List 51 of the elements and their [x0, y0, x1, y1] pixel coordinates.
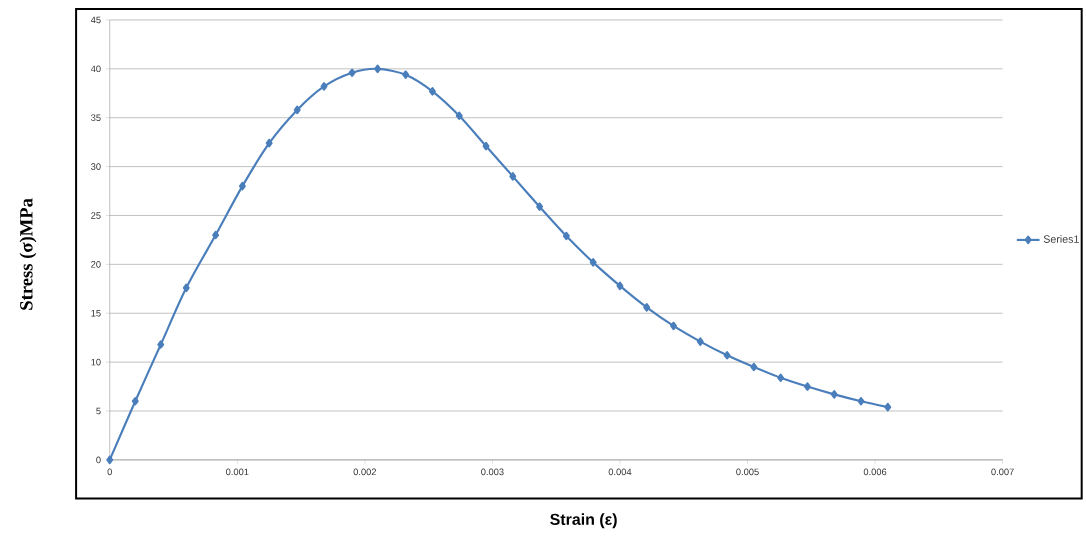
point	[348, 68, 356, 78]
point	[131, 397, 139, 406]
x-tick-label: 0.006	[863, 468, 887, 476]
point	[293, 105, 301, 115]
point	[536, 202, 544, 212]
point	[212, 230, 220, 240]
point	[643, 303, 651, 312]
y-tick-label: 40	[90, 65, 101, 73]
point	[857, 397, 865, 406]
y-tick-label: 35	[91, 114, 101, 122]
x-axis-title: Strain (ε)	[550, 513, 617, 529]
point	[106, 455, 114, 465]
y-tick-label: 30	[91, 163, 101, 171]
point	[884, 402, 892, 412]
y-tick-label: 10	[91, 358, 101, 366]
point	[616, 281, 624, 291]
point	[750, 362, 758, 372]
point	[428, 87, 436, 96]
y-tick-label: 45	[90, 16, 101, 24]
y-tick-label: 25	[91, 212, 101, 219]
point	[696, 337, 704, 346]
point	[562, 231, 570, 241]
point	[182, 283, 190, 293]
y-axis-title: Stress (σ)MPa	[19, 198, 37, 310]
point	[803, 382, 811, 391]
point	[777, 373, 785, 383]
x-tick-label: 0.004	[608, 468, 632, 476]
point	[482, 141, 490, 151]
y-tick-label: 15	[91, 310, 101, 317]
legend-label: Series1	[1043, 235, 1079, 244]
x-tick-label: 0	[107, 468, 112, 476]
y-tick-label: 20	[91, 261, 101, 268]
point	[455, 111, 463, 121]
x-tick-label: 0.003	[481, 468, 504, 476]
x-tick-label: 0.002	[353, 468, 377, 476]
point	[402, 70, 410, 80]
y-tick-label: 0	[96, 456, 101, 464]
point	[157, 340, 165, 349]
point	[509, 172, 517, 181]
point	[589, 258, 597, 267]
y-tick-label: 5	[96, 407, 101, 415]
point	[830, 390, 838, 399]
x-tick-label: 0.001	[226, 468, 249, 476]
x-tick-label: 0.005	[736, 468, 759, 476]
point	[723, 351, 731, 360]
point	[238, 182, 246, 191]
point	[374, 64, 382, 74]
point	[670, 321, 677, 331]
point	[320, 82, 328, 91]
x-tick-label: 0.007	[991, 468, 1014, 476]
point	[265, 139, 273, 148]
